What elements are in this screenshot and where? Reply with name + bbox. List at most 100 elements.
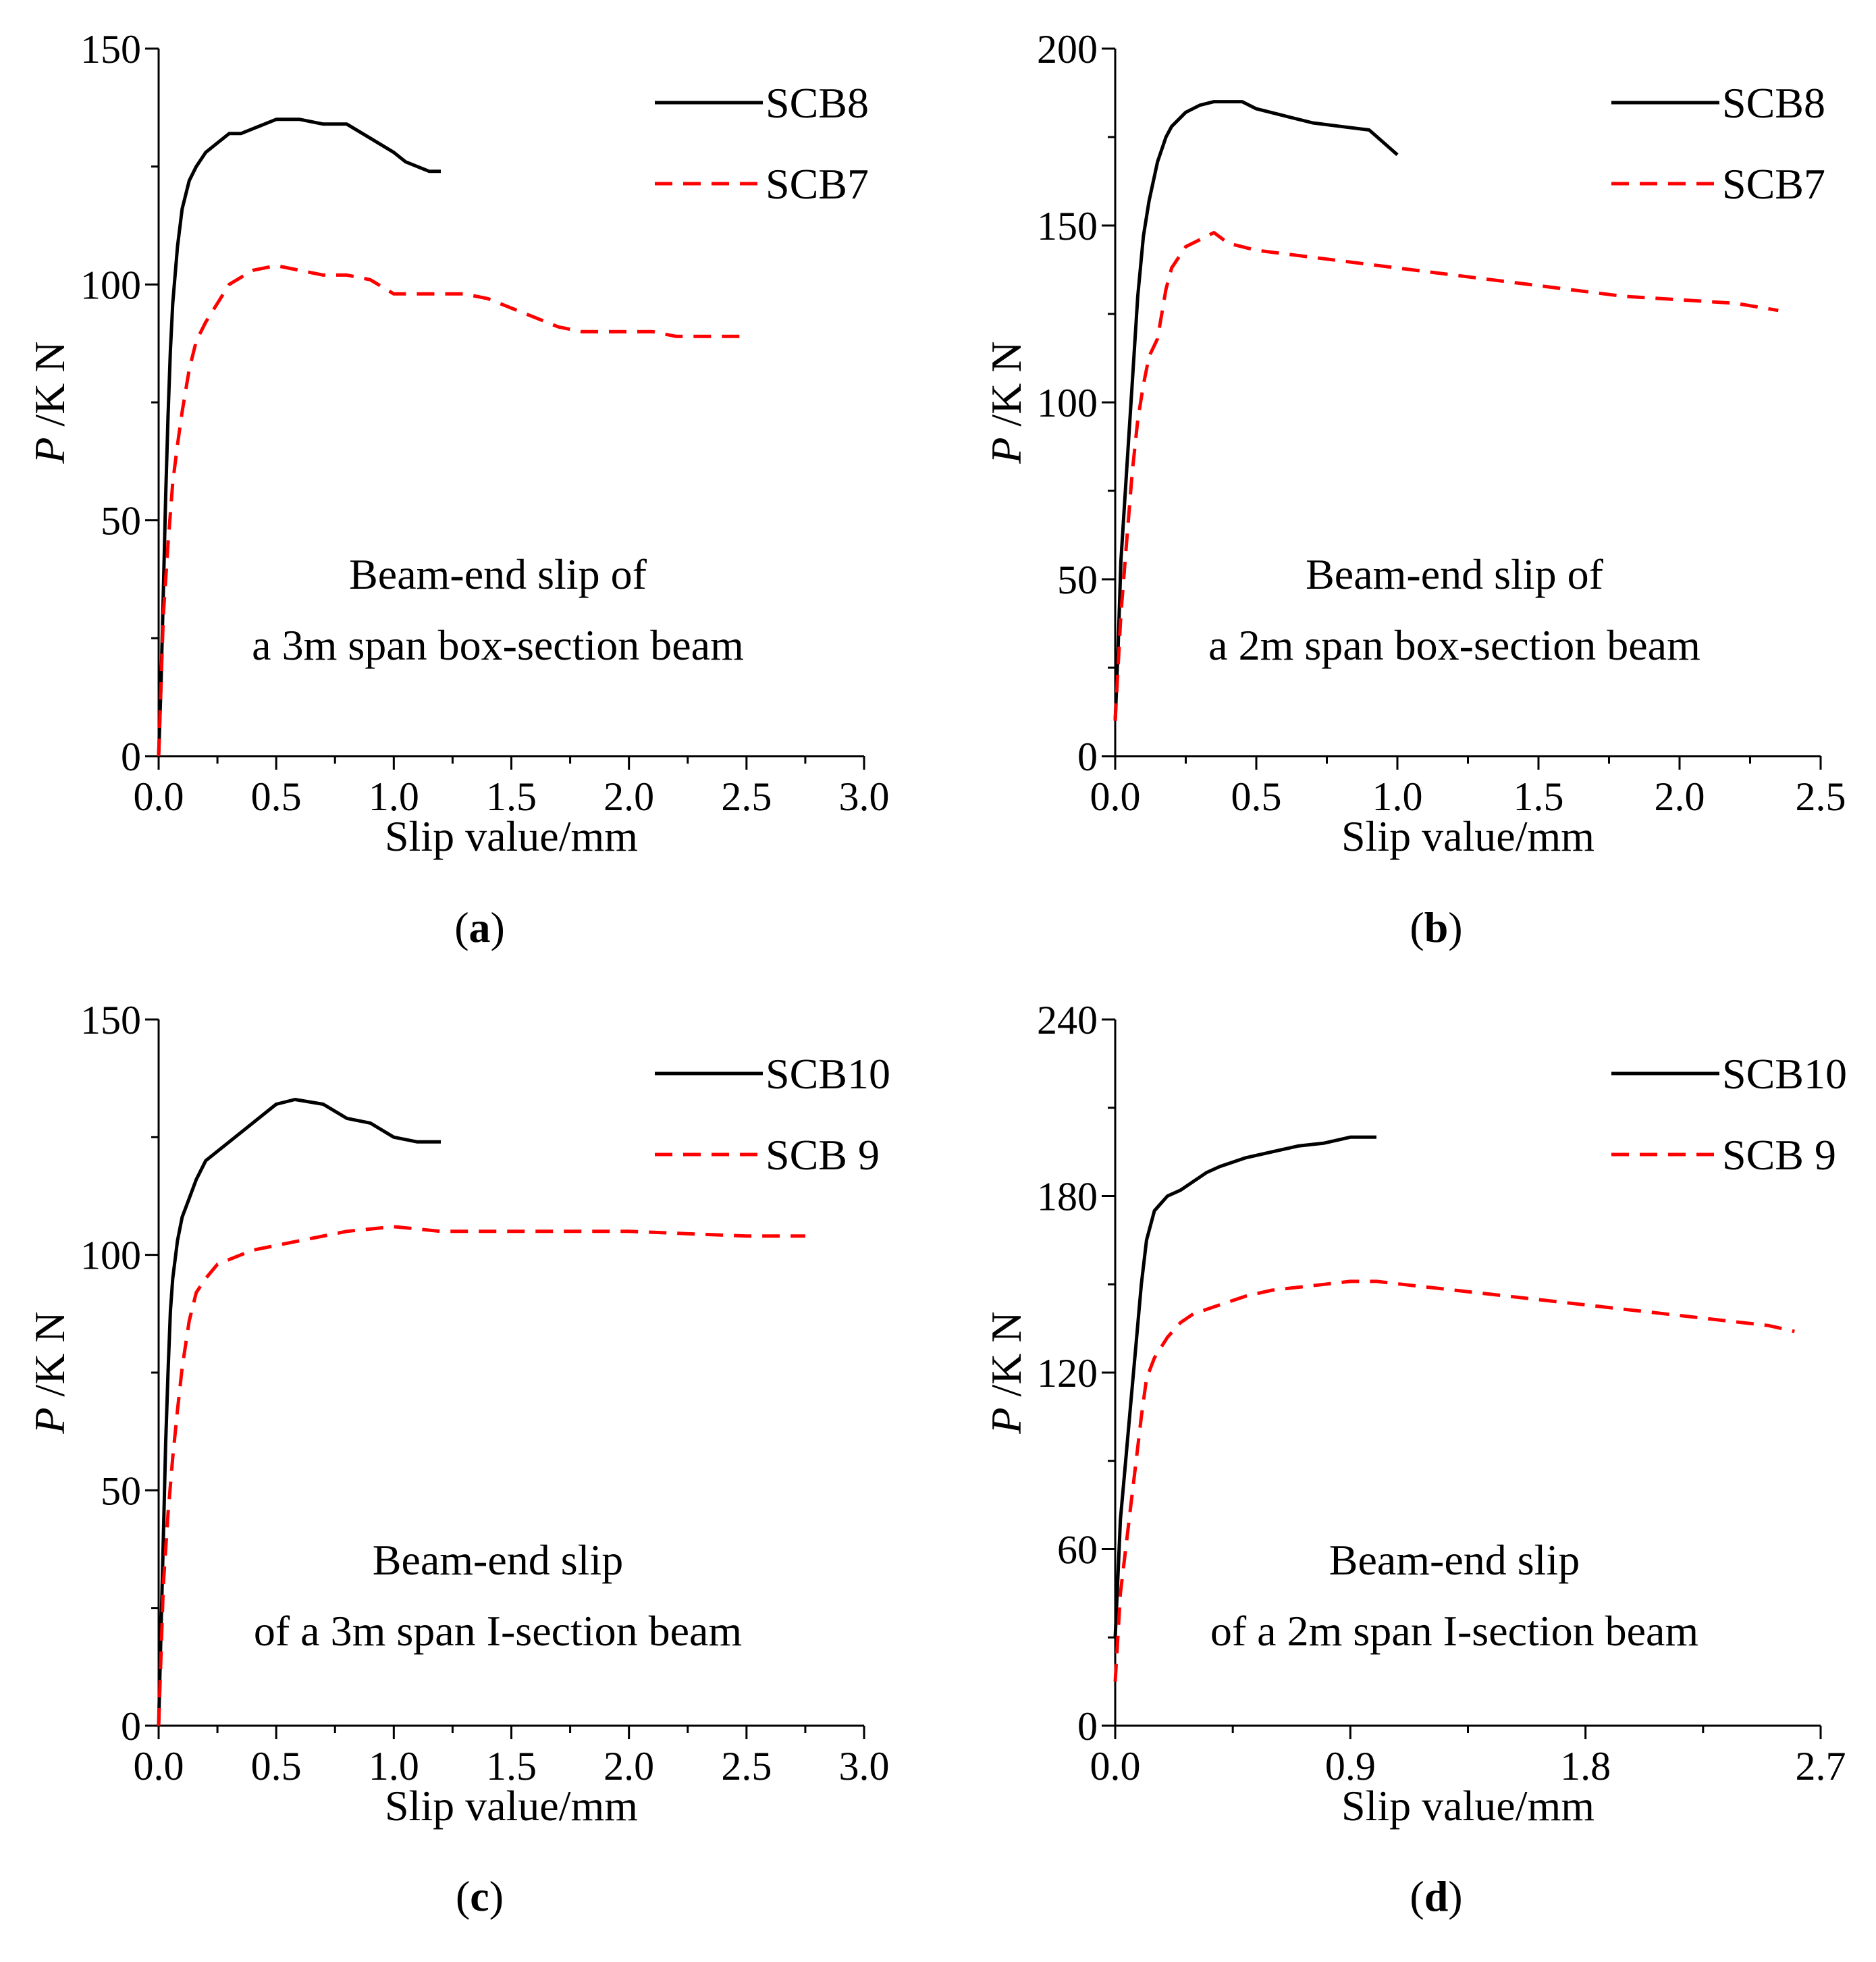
y-axis-label-symbol: P [26, 1408, 74, 1435]
annotation-line: of a 2m span I-section beam [1210, 1607, 1698, 1655]
x-tick-label: 0.9 [1325, 1744, 1376, 1788]
x-tick-label: 1.0 [369, 1744, 419, 1788]
series-line-scb8 [157, 117, 441, 757]
legend-label: SCB 9 [766, 1131, 880, 1179]
panel-label-open-paren: ( [1410, 1872, 1424, 1920]
x-tick-label: 3.0 [839, 1744, 890, 1788]
series-line-scb10 [1113, 1135, 1376, 1638]
x-tick-label: 2.5 [1796, 774, 1846, 819]
chart-panel-b: 0.0 0.5 1.0 1.5 2.0 2.5 0 50 100 150 200 Slip value… [982, 27, 1846, 951]
chart-panel-d: 0.0 0.9 1.8 2.7 0 60 120 180 240 Slip value/mm P /… [982, 998, 1847, 1920]
panel-label: (c) [456, 1872, 504, 1920]
x-tick-label: 1.8 [1560, 1744, 1611, 1788]
panel-label-close-paren: ) [489, 1872, 504, 1920]
panel-label-letter: c [470, 1872, 489, 1920]
x-tick-label: 2.5 [721, 774, 772, 819]
panel-label-letter: b [1424, 903, 1449, 951]
x-tick-label: 0.0 [1090, 774, 1141, 819]
panel-label-letter: d [1424, 1872, 1449, 1920]
y-tick-label: 100 [1037, 381, 1098, 425]
x-tick-label: 0.5 [251, 774, 302, 819]
y-tick-label: 100 [80, 1234, 141, 1278]
panel-label-open-paren: ( [1410, 903, 1424, 951]
panel-label: (a) [454, 903, 505, 951]
panel-label: (d) [1410, 1872, 1462, 1920]
y-tick-label: 0 [121, 1704, 141, 1749]
annotation-line: Beam-end slip [1329, 1536, 1580, 1584]
panel-label-letter: a [469, 903, 491, 951]
annotation-line: Beam-end slip of [349, 550, 647, 598]
panel-label-close-paren: ) [491, 903, 505, 951]
x-tick-label: 1.0 [1372, 774, 1423, 819]
x-tick-label: 0.0 [134, 774, 184, 819]
y-axis-label: P /K N [26, 1311, 74, 1434]
series-line-scb8 [1113, 100, 1399, 721]
x-tick-label: 2.0 [1655, 774, 1705, 819]
x-axis-label: Slip value/mm [385, 812, 638, 860]
y-tick-label: 60 [1057, 1528, 1098, 1572]
panel-label-close-paren: ) [1448, 1872, 1462, 1920]
panel-label-close-paren: ) [1448, 903, 1462, 951]
y-tick-label: 120 [1037, 1351, 1098, 1396]
legend-label: SCB10 [1722, 1050, 1847, 1098]
y-axis-label-symbol: P [26, 438, 74, 465]
x-tick-label: 0.5 [1231, 774, 1282, 819]
y-tick-label: 100 [80, 263, 141, 307]
y-tick-label: 50 [101, 1468, 141, 1513]
x-tick-label: 0.0 [1090, 1744, 1141, 1788]
series-line-scb10 [157, 1098, 441, 1726]
y-axis-label-unit: /K N [26, 1311, 74, 1407]
x-tick-label: 0.5 [251, 1744, 302, 1788]
annotation-line: Beam-end slip of [1306, 550, 1603, 598]
chart-panel-c: 0.0 0.5 1.0 1.5 2.0 2.5 3.0 0 50 100 150 Slip value… [26, 998, 890, 1920]
annotation-line: Beam-end slip [373, 1536, 623, 1584]
y-axis-label-unit: /K N [26, 341, 74, 437]
y-axis-label-unit: /K N [982, 341, 1030, 437]
y-tick-label: 150 [1037, 204, 1098, 248]
chart-panel-a: 0.0 0.5 1.0 1.5 2.0 2.5 3.0 0 50 100 150 Slip value… [26, 27, 890, 951]
y-tick-label: 0 [1077, 1704, 1098, 1749]
y-tick-label: 0 [1077, 735, 1098, 779]
series-line-scb7 [157, 263, 747, 757]
y-tick-label: 0 [121, 735, 141, 779]
legend-label: SCB7 [766, 160, 869, 208]
y-axis-label-unit: /K N [982, 1311, 1030, 1407]
annotation-line: a 2m span box-section beam [1208, 621, 1700, 669]
y-tick-label: 150 [80, 27, 141, 72]
y-tick-label: 50 [1057, 558, 1098, 602]
legend-label: SCB10 [766, 1050, 890, 1098]
x-tick-label: 2.0 [604, 1744, 654, 1788]
x-tick-label: 2.5 [721, 1744, 772, 1788]
x-tick-label: 2.7 [1796, 1744, 1846, 1788]
panel-label-open-paren: ( [454, 903, 468, 951]
y-axis-label: P /K N [26, 341, 74, 464]
y-axis-label-symbol: P [982, 1408, 1030, 1435]
y-tick-label: 150 [80, 998, 141, 1042]
legend-label: SCB 9 [1722, 1131, 1836, 1179]
x-tick-label: 1.5 [486, 774, 537, 819]
legend-label: SCB8 [766, 79, 869, 127]
series-line-scb9 [157, 1225, 805, 1726]
x-tick-label: 2.0 [604, 774, 654, 819]
x-tick-label: 1.5 [486, 1744, 537, 1788]
legend-label: SCB8 [1722, 79, 1825, 127]
series-line-scb9 [1113, 1279, 1795, 1682]
x-tick-label: 0.0 [134, 1744, 184, 1788]
x-tick-label: 1.0 [369, 774, 419, 819]
x-axis-label: Slip value/mm [1341, 812, 1594, 860]
x-axis-label: Slip value/mm [1341, 1782, 1594, 1830]
panel-label-open-paren: ( [456, 1872, 470, 1920]
y-axis-label: P /K N [982, 341, 1030, 464]
annotation-line: of a 3m span I-section beam [254, 1607, 742, 1655]
x-tick-label: 3.0 [839, 774, 890, 819]
y-tick-label: 50 [101, 499, 141, 543]
legend-label: SCB7 [1722, 160, 1825, 208]
y-axis-label-symbol: P [982, 438, 1030, 465]
y-tick-label: 200 [1037, 27, 1098, 72]
annotation-line: a 3m span box-section beam [252, 621, 744, 669]
x-tick-label: 1.5 [1513, 774, 1564, 819]
series-line-scb7 [1113, 231, 1779, 721]
y-axis-label: P /K N [982, 1311, 1030, 1434]
y-tick-label: 180 [1037, 1175, 1098, 1219]
